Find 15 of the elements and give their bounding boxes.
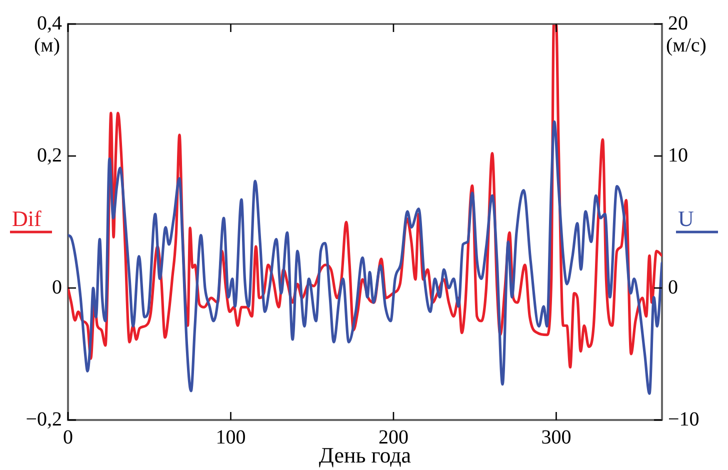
- y-axis-title: (м): [34, 34, 60, 56]
- series-label: U: [678, 206, 694, 231]
- y-tick-label: −0,2: [26, 408, 62, 430]
- text: Dif: [12, 206, 42, 231]
- line-series: [68, 120, 662, 395]
- y2-tick-label: −10: [668, 408, 700, 430]
- y2-tick-label: 0: [668, 276, 678, 298]
- y2-tick-label: 10: [668, 144, 688, 166]
- y2-axis-title: (м/с): [666, 34, 706, 56]
- y-tick-label: 0: [52, 276, 62, 298]
- x-tick-label: 300: [541, 426, 572, 448]
- y-tick-label: 0,2: [37, 144, 62, 166]
- y-tick-label: 0,4: [37, 12, 62, 34]
- x-tick-label: 100: [216, 426, 246, 448]
- y2-tick-label: 20: [668, 12, 688, 34]
